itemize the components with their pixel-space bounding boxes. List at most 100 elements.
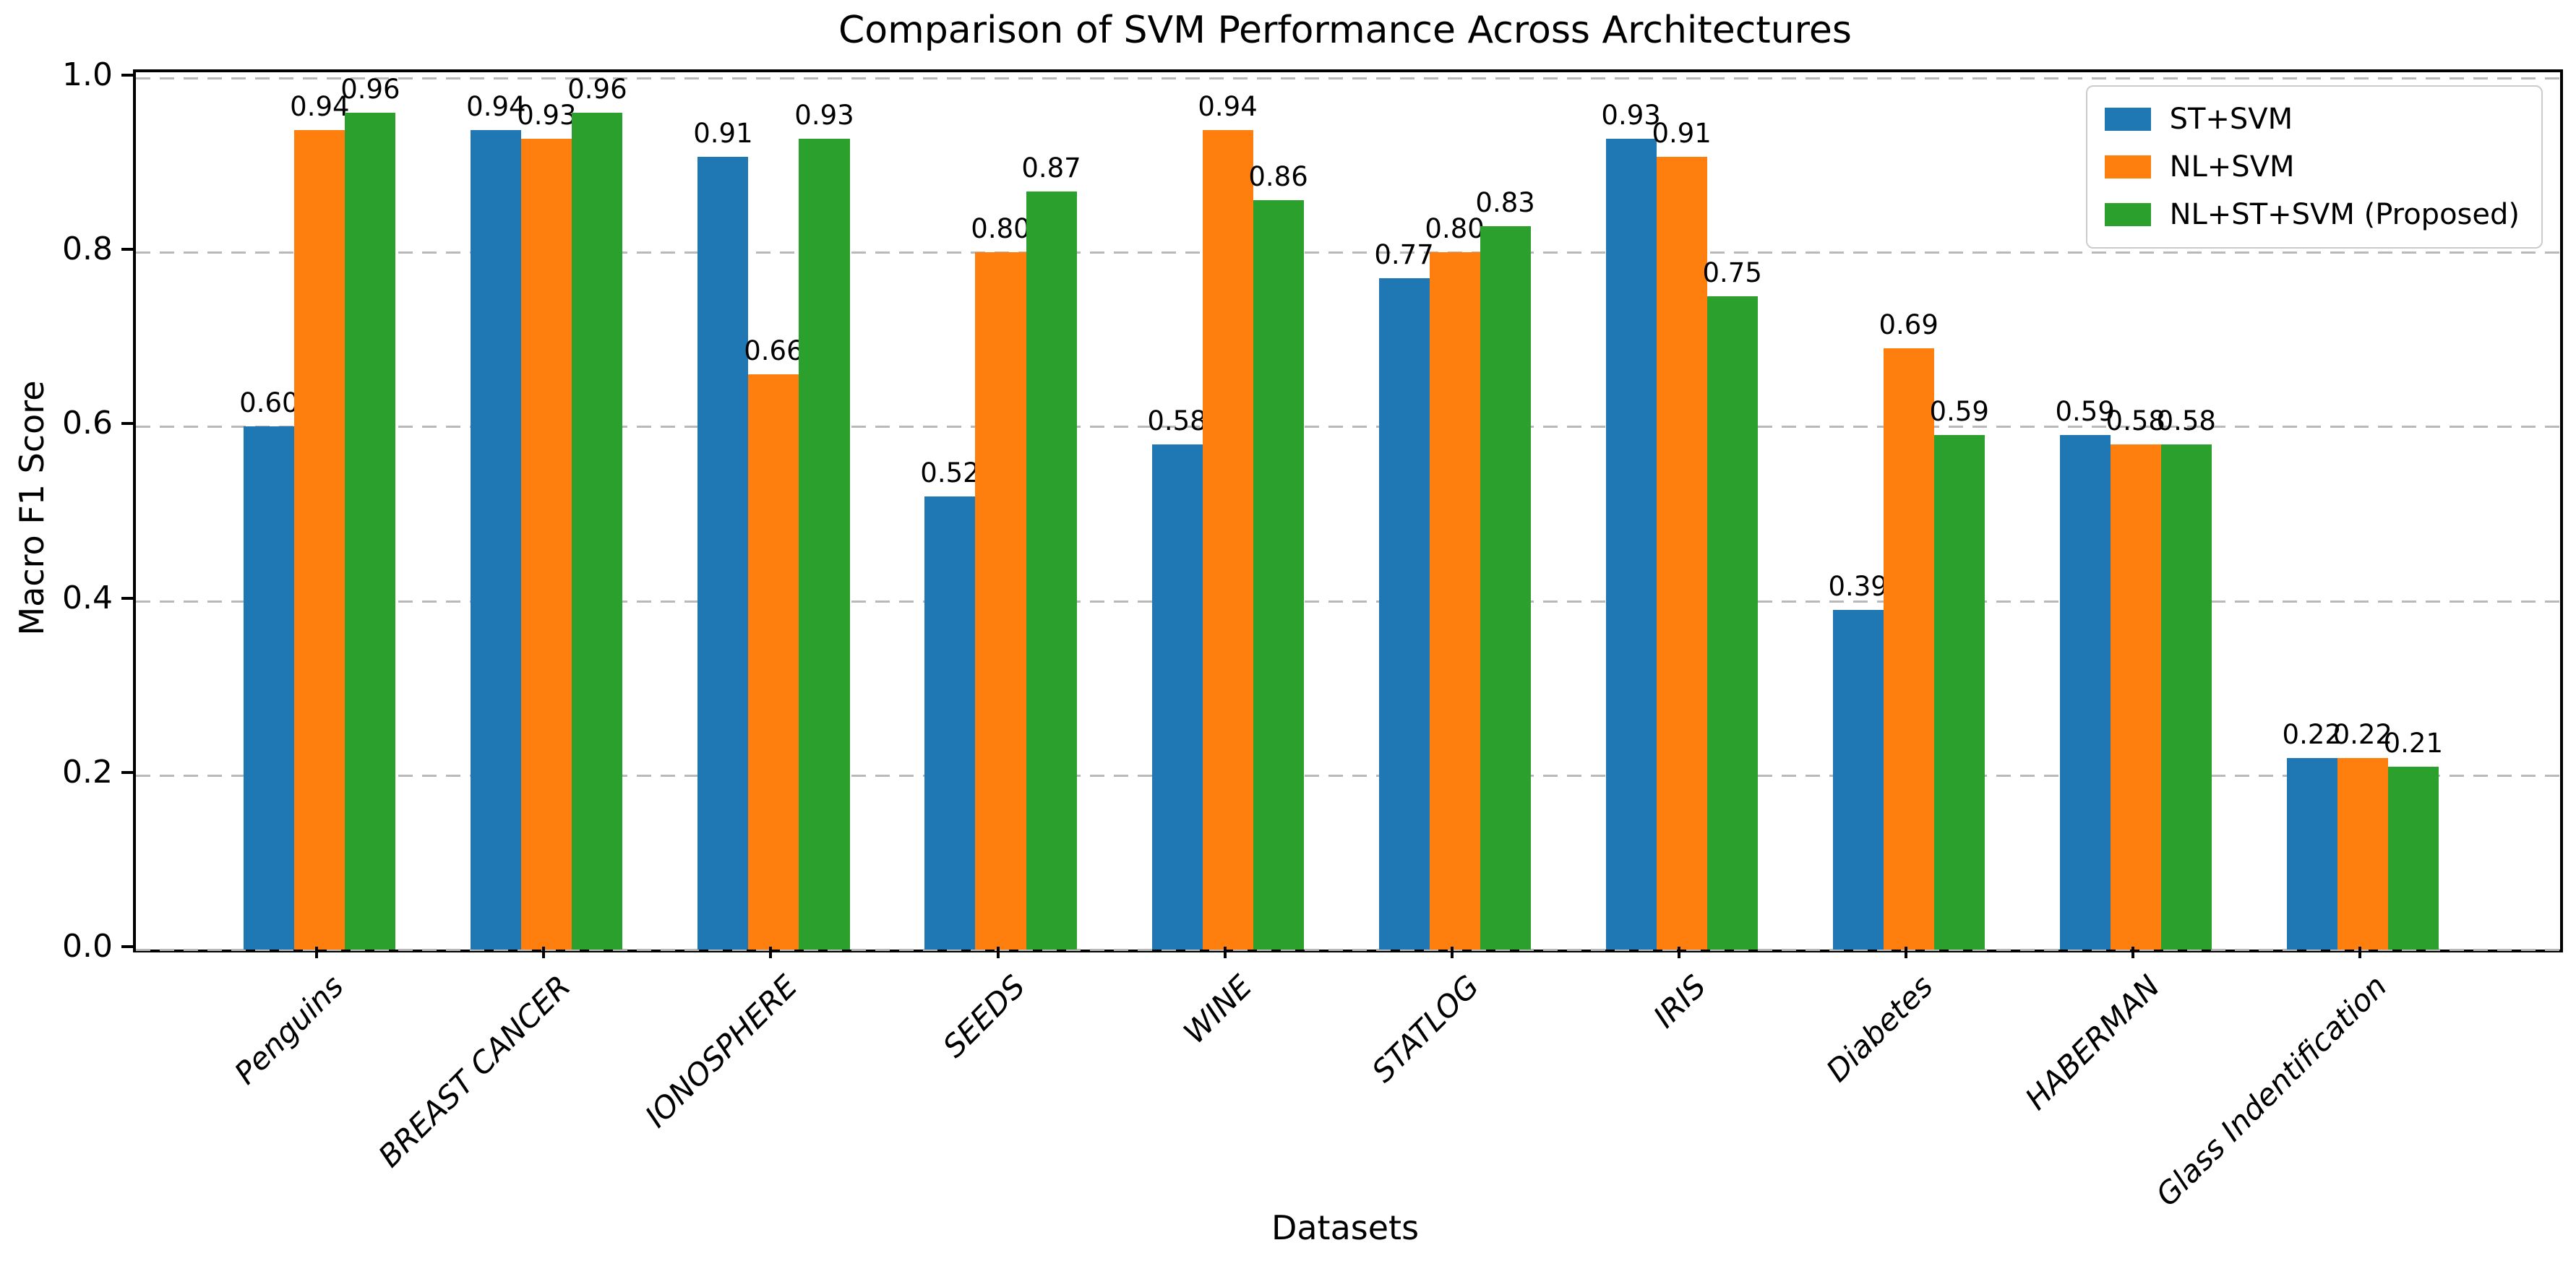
bar-nl-svm [748, 374, 799, 950]
bar-value-label: 0.86 [1248, 160, 1308, 192]
bar-value-label: 0.91 [693, 117, 753, 149]
bar-nl-st-svm-proposed- [1253, 199, 1304, 950]
x-tick-label: IRIS [1646, 968, 1713, 1035]
legend-item: NL+ST+SVM (Proposed) [2104, 198, 2520, 231]
legend-item: NL+SVM [2104, 150, 2520, 184]
y-tick [121, 422, 133, 426]
y-tick-label: 0.2 [62, 753, 113, 791]
chart-title: Comparison of SVM Performance Across Arc… [838, 9, 1852, 52]
bar-nl-st-svm-proposed- [1706, 296, 1758, 950]
bar-nl-svm [1429, 252, 1480, 950]
x-tick-label: Glass Indentification [2148, 968, 2394, 1213]
legend-swatch [2104, 108, 2151, 131]
y-tick [121, 596, 133, 600]
bar-value-label: 0.66 [744, 335, 804, 367]
bar-value-label: 0.87 [1021, 152, 1081, 184]
gridline [136, 77, 2560, 79]
bar-value-label: 0.96 [567, 74, 627, 106]
bar-nl-st-svm-proposed- [2387, 766, 2439, 950]
gridline [136, 251, 2560, 254]
bar-value-label: 0.39 [1828, 570, 1888, 602]
gridline [136, 600, 2560, 603]
bar-st-svm [1151, 444, 1203, 950]
bar-nl-svm [975, 252, 1026, 950]
x-tick [769, 947, 773, 958]
y-tick-label: 0.8 [62, 231, 113, 268]
bar-st-svm [471, 130, 522, 950]
bar-value-label: 0.69 [1879, 309, 1939, 340]
bar-st-svm [244, 426, 295, 950]
bar-nl-svm [1656, 156, 1707, 950]
x-tick-label: HABERMAN [2018, 968, 2167, 1117]
bar-value-label: 0.60 [239, 387, 299, 419]
legend-label: NL+SVM [2169, 150, 2295, 184]
y-tick [121, 945, 133, 948]
legend-swatch [2104, 203, 2151, 226]
bar-value-label: 0.80 [971, 213, 1031, 245]
x-tick-label: IONOSPHERE [638, 968, 805, 1135]
bar-st-svm [2059, 435, 2111, 950]
y-tick [121, 248, 133, 251]
gridline [136, 949, 2560, 951]
bar-value-label: 0.93 [517, 100, 577, 132]
bar-nl-st-svm-proposed- [799, 139, 850, 950]
x-tick-label: Penguins [228, 968, 351, 1091]
legend-label: NL+ST+SVM (Proposed) [2169, 198, 2520, 231]
bar-value-label: 0.94 [290, 91, 350, 123]
bar-value-label: 0.91 [1652, 117, 1712, 149]
y-tick-label: 1.0 [62, 56, 113, 93]
bar-value-label: 0.59 [2055, 396, 2115, 428]
x-tick-label: SEEDS [935, 968, 1032, 1064]
y-tick-label: 0.0 [62, 928, 113, 965]
x-tick-label: BREAST CANCER [372, 968, 578, 1174]
bar-nl-st-svm-proposed- [1480, 226, 1531, 950]
bar-nl-st-svm-proposed- [345, 113, 396, 950]
bar-value-label: 0.83 [1475, 187, 1535, 219]
legend-item: ST+SVM [2104, 103, 2520, 136]
bar-value-label: 0.58 [2105, 405, 2165, 436]
x-tick-label: WINE [1176, 968, 1259, 1051]
x-tick-label: STATLOG [1365, 968, 1486, 1090]
bar-nl-svm [294, 130, 345, 950]
x-tick-label: Diabetes [1819, 968, 1940, 1089]
y-tick [121, 770, 133, 774]
bar-st-svm [1605, 139, 1657, 950]
bar-value-label: 0.59 [1929, 396, 1989, 428]
x-tick [315, 947, 319, 958]
bar-value-label: 0.75 [1702, 257, 1762, 288]
bar-value-label: 0.58 [1147, 405, 1207, 436]
x-tick [1677, 947, 1680, 958]
bar-nl-svm [521, 139, 572, 950]
bar-nl-st-svm-proposed- [1026, 191, 1077, 950]
bar-value-label: 0.94 [1198, 91, 1258, 123]
bar-nl-svm [2110, 444, 2161, 950]
bar-st-svm [1832, 609, 1884, 950]
x-tick [996, 947, 1000, 958]
x-axis-title: Datasets [1271, 1208, 1420, 1247]
bar-st-svm [697, 156, 749, 950]
x-tick [2358, 947, 2361, 958]
gridline [136, 774, 2560, 777]
legend-swatch [2104, 155, 2151, 178]
bar-value-label: 0.58 [2156, 405, 2216, 436]
legend: ST+SVM NL+SVM NL+ST+SVM (Proposed) [2085, 85, 2543, 249]
y-tick [121, 74, 133, 77]
bar-value-label: 0.22 [2332, 718, 2392, 750]
legend-label: ST+SVM [2169, 103, 2293, 136]
y-tick-label: 0.4 [62, 579, 113, 616]
bar-value-label: 0.96 [340, 74, 400, 106]
x-tick [1904, 947, 1907, 958]
x-tick [1223, 947, 1227, 958]
bar-st-svm [1378, 278, 1430, 950]
gridline [136, 426, 2560, 429]
bar-value-label: 0.52 [920, 457, 980, 488]
y-tick-label: 0.6 [62, 405, 113, 442]
bar-value-label: 0.93 [794, 100, 854, 132]
x-tick [2131, 947, 2134, 958]
bar-value-label: 0.21 [2383, 727, 2444, 759]
bar-nl-st-svm-proposed- [2160, 444, 2212, 950]
bar-nl-svm [1202, 130, 1253, 950]
bar-value-label: 0.22 [2282, 718, 2342, 750]
bar-nl-st-svm-proposed- [1933, 435, 1985, 950]
